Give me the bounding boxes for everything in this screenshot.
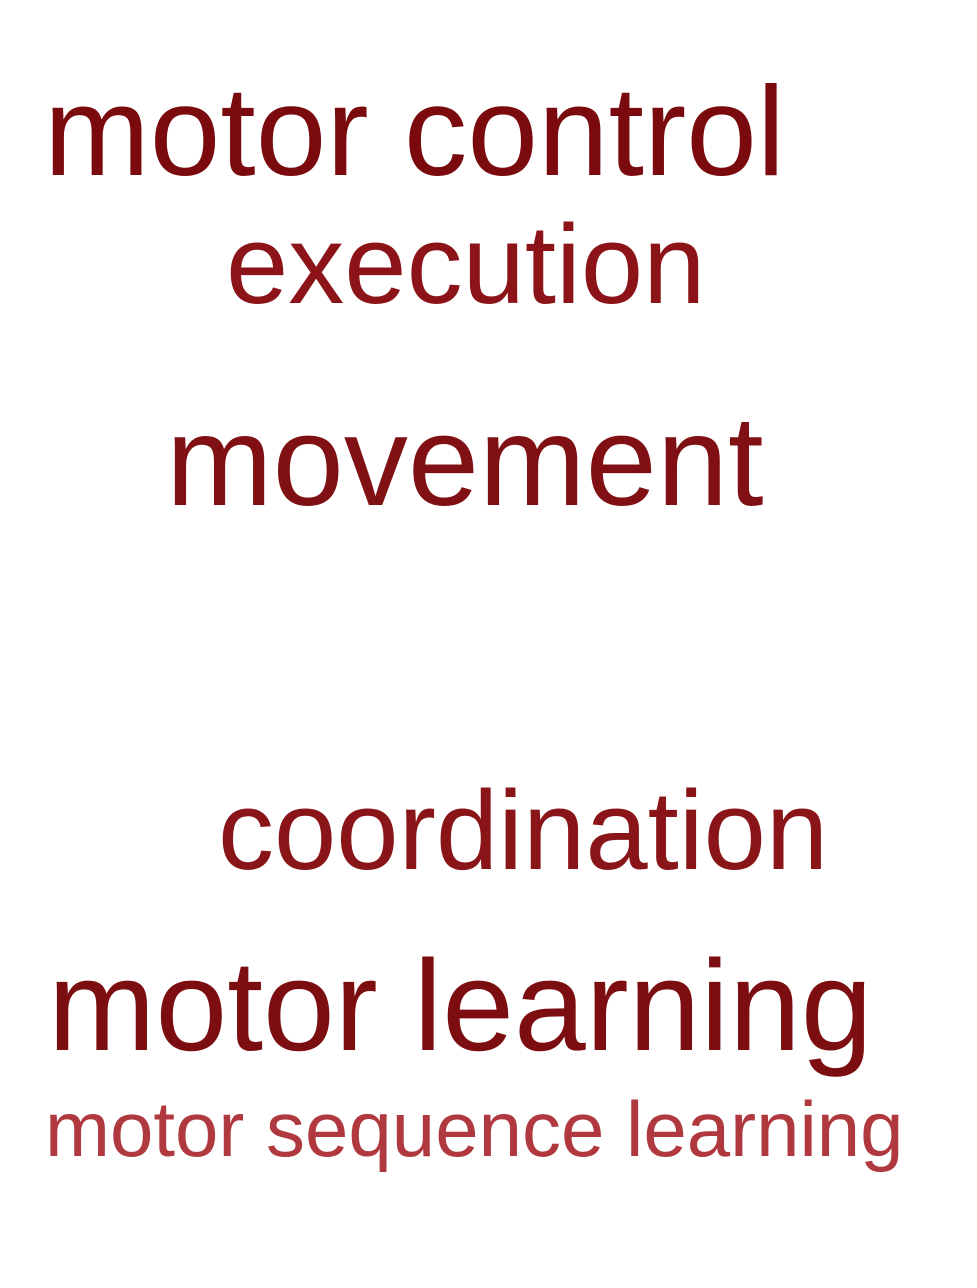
word-motor-learning: motor learning	[48, 934, 873, 1078]
word-coordination: coordination	[218, 768, 829, 893]
word-motor-sequence-learning: motor sequence learning	[45, 1085, 904, 1173]
word-movement: movement	[166, 390, 764, 533]
word-motor-control: motor control	[44, 60, 786, 202]
word-execution: execution	[226, 202, 706, 327]
